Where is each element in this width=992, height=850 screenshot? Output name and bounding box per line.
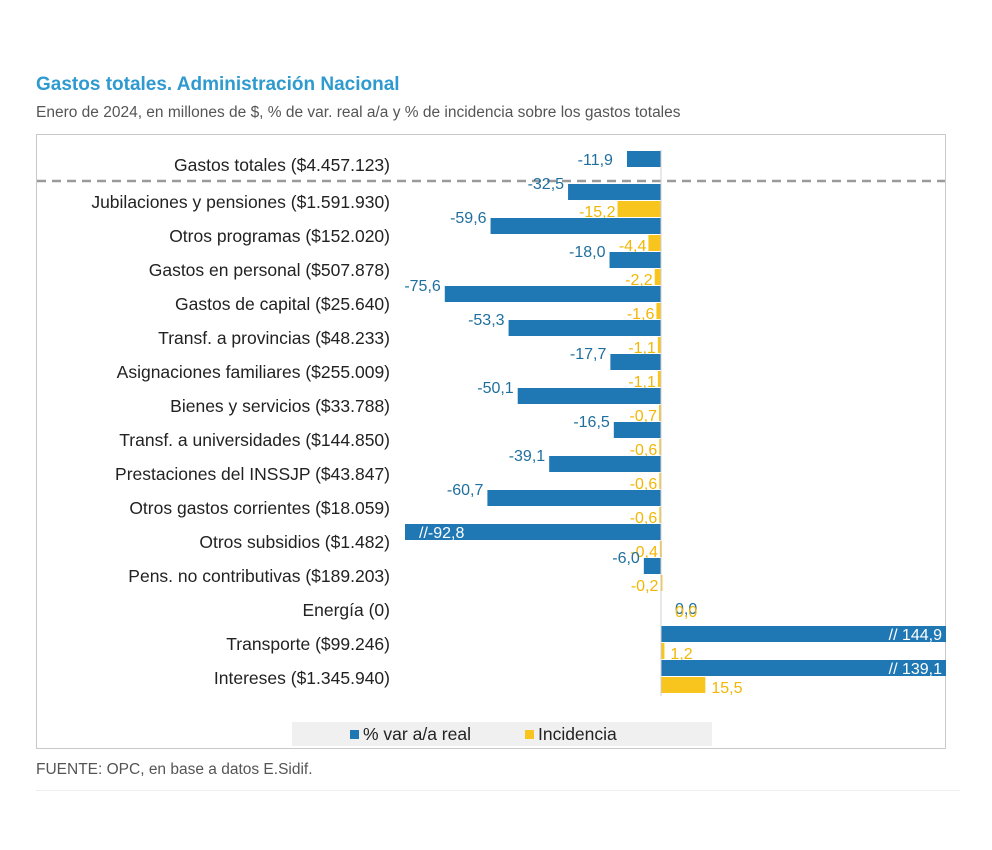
chart-subtitle: Enero de 2024, en millones de $, % de va…: [36, 104, 681, 121]
data-label-incidence: -0,6: [630, 442, 658, 459]
category-label: Asignaciones familiares ($255.009): [117, 362, 390, 382]
bar-variation: [508, 320, 661, 336]
bar-incidence: [654, 269, 661, 285]
category-label: Prestaciones del INSSJP ($43.847): [115, 464, 390, 484]
data-label-variation: // 139,1: [889, 661, 942, 678]
data-label-incidence: -1,6: [627, 306, 655, 323]
data-label-incidence: -0,2: [631, 578, 659, 595]
data-label-incidence: -1,1: [628, 374, 656, 391]
data-label-incidence: -0,7: [629, 408, 657, 425]
bar-incidence: [661, 643, 665, 659]
data-label-incidence: -15,2: [579, 204, 616, 221]
footer-divider: [36, 790, 960, 791]
bar-incidence: [659, 507, 662, 523]
bar-variation: [661, 660, 946, 676]
data-label-variation: -18,0: [569, 244, 606, 261]
data-label-incidence: 0,0: [675, 604, 697, 621]
bar-incidence: [657, 337, 661, 353]
legend-item-variation: % var a/a real: [350, 724, 471, 745]
legend-label-variation: % var a/a real: [363, 723, 471, 744]
category-label: Intereses ($1.345.940): [214, 668, 390, 688]
category-label: Gastos en personal ($507.878): [149, 260, 390, 280]
data-label-variation: -6,0: [612, 550, 640, 567]
bar-incidence: [617, 201, 661, 217]
data-label-variation: -53,3: [468, 312, 505, 329]
source-note: FUENTE: OPC, en base a datos E.Sidif.: [36, 761, 313, 778]
bar-variation: [490, 218, 661, 234]
bar-variation: [568, 184, 661, 200]
data-label-variation: -17,7: [570, 346, 607, 363]
bar-incidence: [661, 677, 706, 693]
bar-variation: [549, 456, 661, 472]
data-label-incidence: 1,2: [670, 646, 692, 663]
category-label: Gastos de capital ($25.640): [175, 294, 390, 314]
data-label-incidence: -4,4: [619, 238, 647, 255]
bar-variation: [405, 524, 661, 540]
category-label: Bienes y servicios ($33.788): [170, 396, 390, 416]
data-label-incidence: -2,2: [625, 272, 653, 289]
bar-incidence: [659, 473, 662, 489]
bar-variation: [517, 388, 661, 404]
chart-title: Gastos totales. Administración Nacional: [36, 74, 400, 95]
bar-total-variation: [626, 151, 661, 167]
category-label-total: Gastos totales ($4.457.123): [174, 155, 390, 175]
legend-background: [292, 722, 712, 746]
data-label-variation: -16,5: [573, 414, 610, 431]
bar-variation: [661, 626, 946, 642]
category-label: Energía (0): [302, 600, 390, 620]
data-label-incidence: 15,5: [711, 680, 742, 697]
legend-label-incidence: Incidencia: [537, 723, 617, 744]
data-label-variation: -50,1: [477, 380, 514, 397]
bar-incidence: [657, 371, 661, 387]
data-label-variation: -32,5: [528, 176, 565, 193]
category-label: Transf. a provincias ($48.233): [158, 328, 390, 348]
category-label: Otros subsidios ($1.482): [199, 532, 390, 552]
data-label-variation: -59,6: [450, 210, 487, 227]
category-label: Transf. a universidades ($144.850): [119, 430, 390, 450]
data-label-variation: //-92,8: [419, 525, 464, 542]
legend-item-incidence: Incidencia: [524, 723, 617, 745]
data-label-incidence: -0,4: [630, 544, 658, 561]
data-label-incidence: -0,6: [630, 510, 658, 527]
bar-variation: [613, 422, 661, 438]
bar-incidence: [656, 303, 661, 319]
category-label: Pens. no contributivas ($189.203): [128, 566, 390, 586]
category-label: Jubilaciones y pensiones ($1.591.930): [91, 192, 390, 212]
legend-swatch-incidence: [524, 729, 534, 739]
data-label-incidence: -1,1: [628, 340, 656, 357]
data-label-total-variation: -11,9: [578, 152, 613, 169]
bar-variation: [610, 354, 661, 370]
data-label-variation: -75,6: [404, 278, 441, 295]
bar-variation: [609, 252, 661, 268]
data-label-variation: // 144,9: [889, 627, 942, 644]
data-label-variation: -60,7: [447, 482, 484, 499]
bar-variation: [487, 490, 661, 506]
chart-legend: % var a/a real Incidencia: [350, 722, 671, 746]
bar-variation: [444, 286, 661, 302]
bar-incidence: [659, 439, 662, 455]
bar-variation: [643, 558, 661, 574]
category-label: Otros gastos corrientes ($18.059): [129, 498, 390, 518]
category-label: Transporte ($99.246): [226, 634, 390, 654]
category-label: Otros programas ($152.020): [169, 226, 390, 246]
data-label-variation: 0,0: [675, 601, 697, 618]
legend-swatch-variation: [350, 729, 359, 739]
data-label-variation: -39,1: [509, 448, 546, 465]
bar-incidence: [658, 405, 661, 421]
chart-frame: [36, 134, 946, 749]
data-label-incidence: -0,6: [630, 476, 658, 493]
bar-incidence: [648, 235, 661, 251]
